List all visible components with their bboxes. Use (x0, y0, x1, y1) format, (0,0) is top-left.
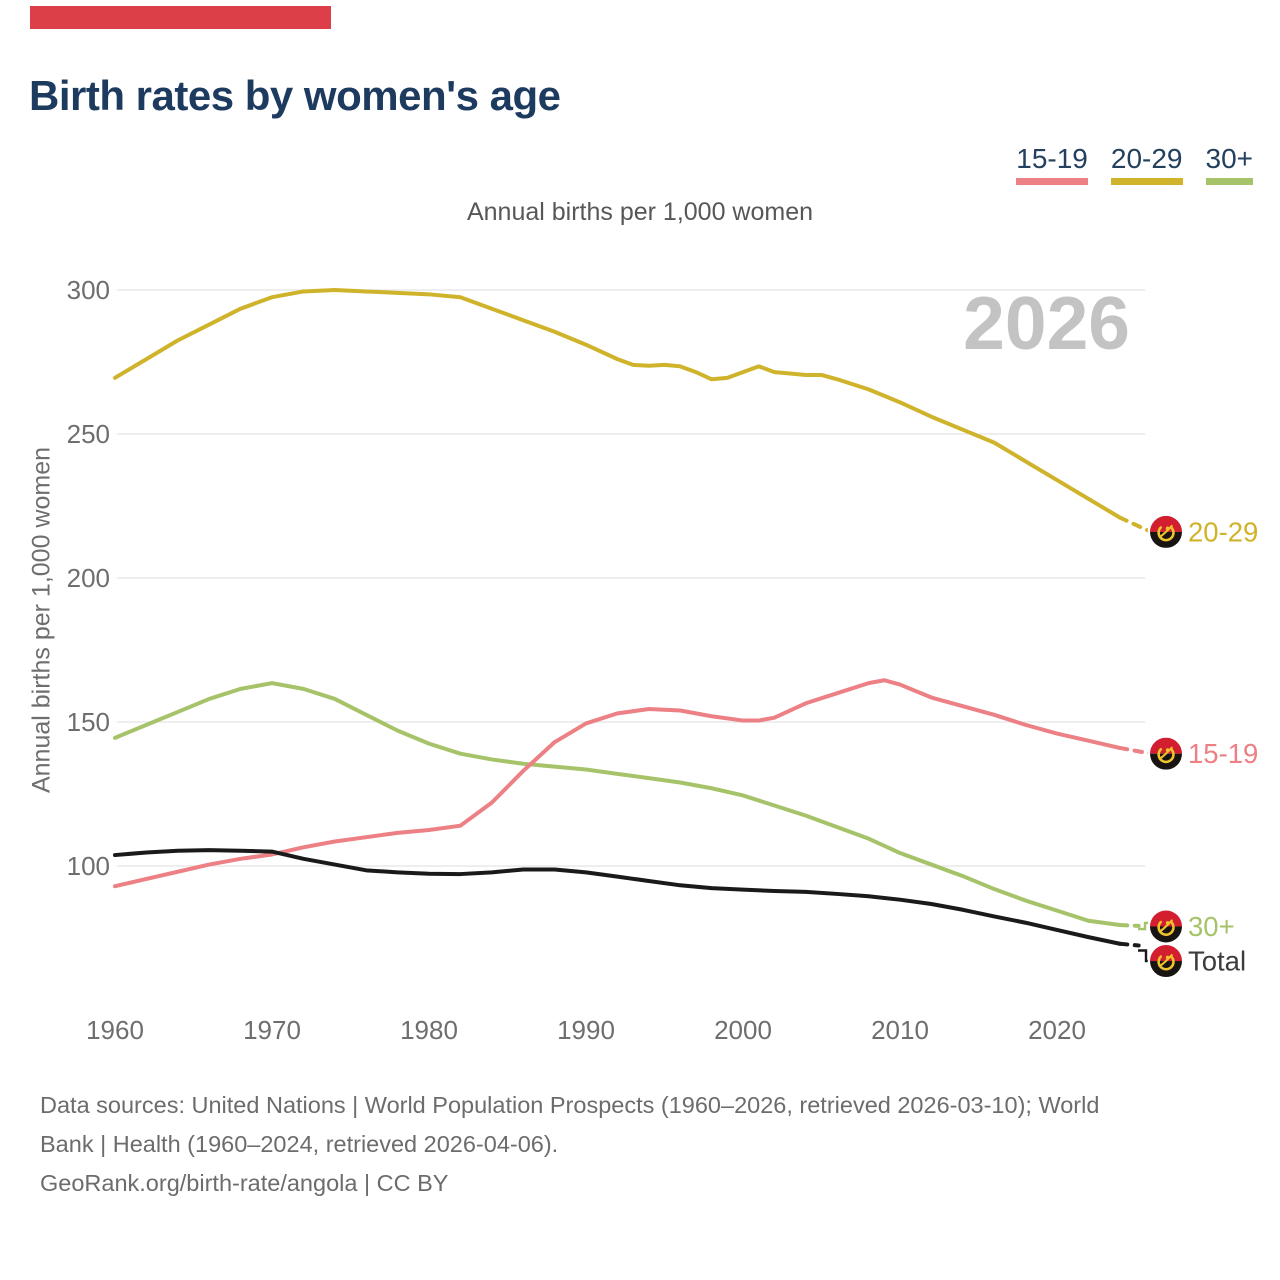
legend-item-15-19[interactable]: 15-19 (1016, 145, 1088, 185)
y-tick-label: 250 (67, 419, 110, 449)
x-tick-label: 1990 (557, 1015, 615, 1045)
series-forecast-dash-Total (1117, 941, 1141, 948)
flag-star (1165, 748, 1170, 752)
flag-machete (1158, 524, 1173, 539)
source-link-line: GeoRank.org/birth-rate/angola | CC BY (40, 1169, 449, 1196)
flag-red-band (1150, 910, 1182, 927)
flag-star (1165, 921, 1170, 925)
flag-gear-arc (1157, 747, 1175, 764)
legend-color-bar (1016, 178, 1088, 185)
end-label-15-19: 15-19 (1188, 738, 1258, 769)
legend-label: 30+ (1205, 143, 1254, 174)
chart-subtitle: Annual births per 1,000 women (466, 198, 814, 226)
data-sources-line-1: Data sources: United Nations | World Pop… (40, 1092, 1100, 1118)
series-forecast-dash-15-19 (1117, 745, 1154, 756)
angola-flag-icon (1147, 942, 1185, 980)
flag-gear-arc (1157, 920, 1175, 936)
x-tick-label: 1970 (243, 1015, 301, 1045)
source-attribution: Data sources: United Nations | World Pop… (40, 1086, 1099, 1202)
legend-color-bar (1110, 178, 1183, 185)
flag-star (1165, 955, 1170, 960)
age-group-legend: 15-19 20-29 30+ (1016, 145, 1253, 185)
legend-item-30plus[interactable]: 30+ (1205, 143, 1254, 185)
flag-machete (1158, 746, 1173, 760)
legend-item-20-29[interactable]: 20-29 (1110, 143, 1183, 185)
end-label-connector-30+ (1138, 921, 1151, 931)
brand-accent-bar (30, 6, 331, 29)
flag-star (1165, 526, 1170, 531)
year-watermark: 2026 (963, 281, 1130, 365)
flag-machete (1158, 953, 1173, 968)
flag-red-band (1150, 737, 1182, 754)
end-label-30+: 30+ (1188, 911, 1235, 942)
series-line-30+ (113, 681, 1122, 928)
flag-gear-arc (1157, 526, 1175, 542)
x-tick-label: 1980 (400, 1015, 458, 1045)
y-tick-label: 200 (67, 563, 110, 593)
x-tick-label: 2000 (714, 1015, 772, 1045)
y-tick-label: 300 (67, 275, 110, 305)
angola-flag-icon (1147, 735, 1185, 772)
angola-flag-icon (1147, 513, 1185, 551)
x-tick-label: 1960 (86, 1015, 144, 1045)
data-sources-line-2: Bank | Health (1960–2024, retrieved 2026… (40, 1130, 559, 1157)
legend-color-bar (1205, 178, 1253, 185)
series-line-20-29 (113, 288, 1122, 520)
flag-gear-arc (1157, 955, 1175, 971)
y-tick-label: 150 (67, 707, 110, 737)
series-line-15-19 (113, 678, 1122, 889)
flag-red-band (1150, 945, 1182, 962)
series-line-Total (113, 848, 1122, 946)
x-tick-label: 2020 (1028, 1015, 1086, 1045)
series-forecast-dash-20-29 (1117, 515, 1154, 534)
series-forecast-dash-30+ (1117, 923, 1141, 928)
x-tick-label: 2010 (871, 1015, 929, 1045)
end-label-Total: Total (1188, 946, 1246, 977)
y-tick-label: 100 (67, 851, 110, 881)
legend-label: 20-29 (1110, 143, 1183, 174)
angola-flag-icon (1147, 908, 1185, 945)
page-title: Birth rates by women's age (29, 72, 561, 119)
flag-red-band (1150, 515, 1182, 532)
flag-machete (1158, 919, 1173, 933)
end-label-20-29: 20-29 (1188, 516, 1258, 547)
legend-label: 15-19 (1016, 143, 1088, 174)
